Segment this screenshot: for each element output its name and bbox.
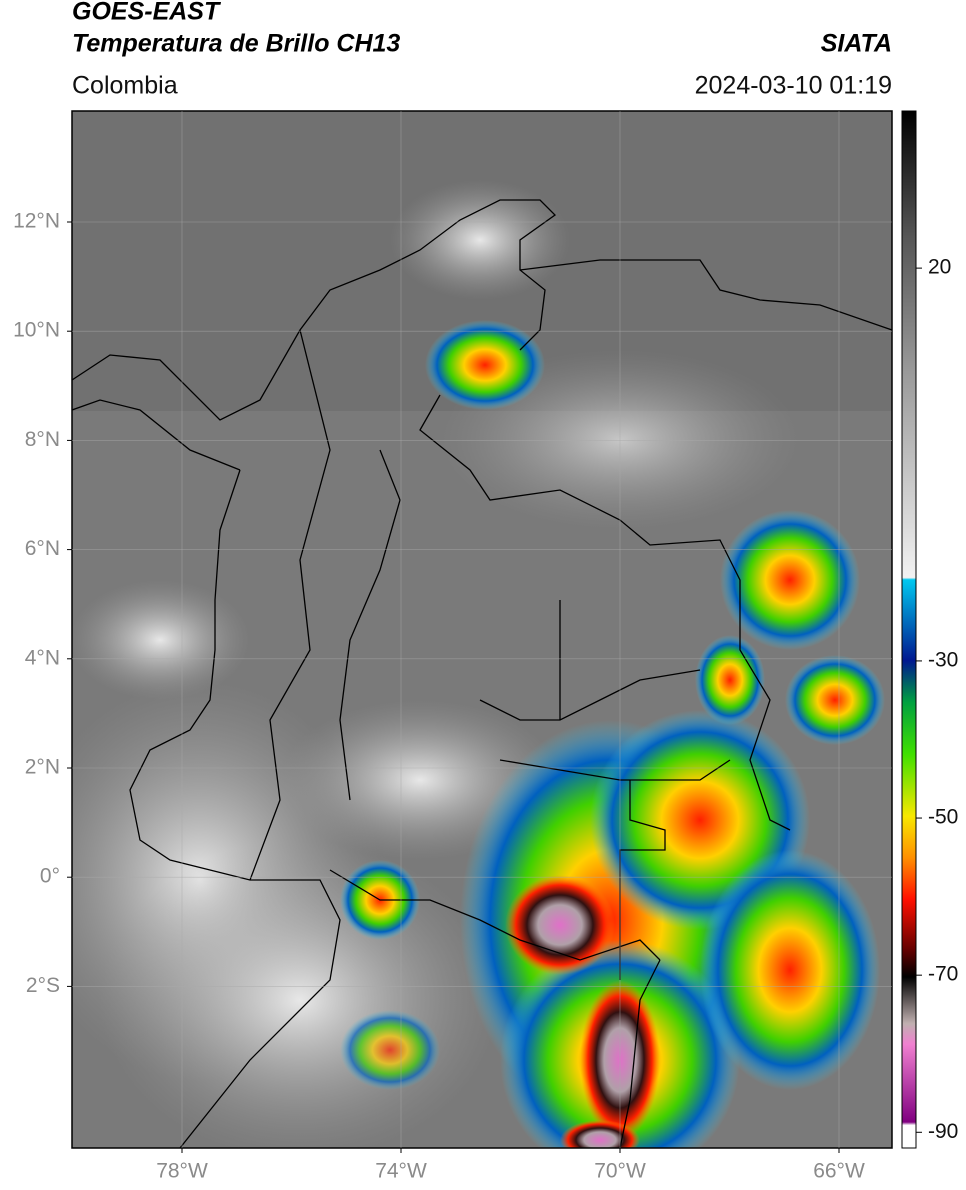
- colorbar-label: -50: [928, 806, 958, 829]
- lat-label: 10°N: [13, 319, 60, 342]
- lat-label: 6°N: [25, 537, 60, 560]
- map-frame: [71, 110, 893, 1149]
- colorbar-label: -70: [928, 963, 958, 986]
- colorbar-label: 20: [928, 256, 951, 279]
- source: SIATA: [821, 30, 892, 58]
- subtitle: Temperatura de Brillo CH13: [72, 30, 400, 58]
- colorbar-label: -30: [928, 648, 958, 671]
- lat-label: 4°N: [25, 646, 60, 669]
- lat-label: 0°: [40, 865, 60, 888]
- graticule: [67, 111, 892, 1153]
- region: Colombia: [72, 72, 178, 100]
- lon-label: 78°W: [156, 1160, 208, 1183]
- lat-label: 12°N: [13, 210, 60, 233]
- lat-label: 8°N: [25, 428, 60, 451]
- datetime: 2024-03-10 01:19: [695, 72, 892, 100]
- lat-label: 2°N: [25, 756, 60, 779]
- map-image: [72, 111, 892, 1148]
- lon-label: 70°W: [594, 1160, 646, 1183]
- lon-label: 66°W: [813, 1160, 865, 1183]
- lon-label: 74°W: [375, 1160, 427, 1183]
- colorbar: [901, 110, 917, 1149]
- lat-label: 2°S: [26, 974, 60, 997]
- title: GOES-EAST: [72, 0, 222, 26]
- colorbar-label: -90: [928, 1120, 958, 1143]
